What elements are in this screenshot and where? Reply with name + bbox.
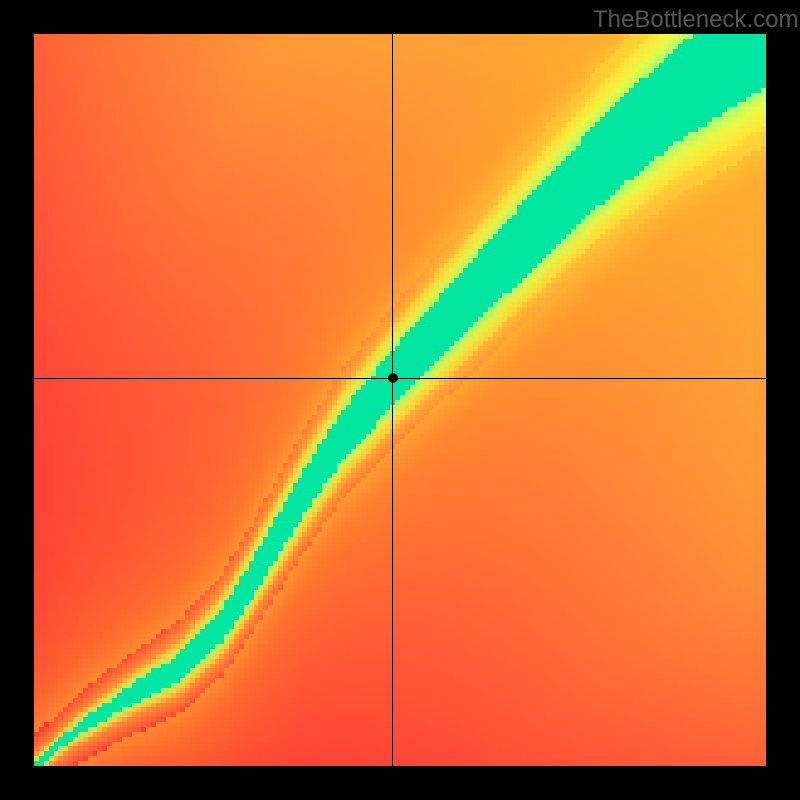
- crosshair-vertical: [392, 34, 393, 766]
- marker-point: [388, 373, 398, 383]
- watermark-text: TheBottleneck.com: [593, 6, 798, 34]
- crosshair-horizontal: [34, 378, 766, 379]
- bottleneck-heatmap: [34, 34, 766, 766]
